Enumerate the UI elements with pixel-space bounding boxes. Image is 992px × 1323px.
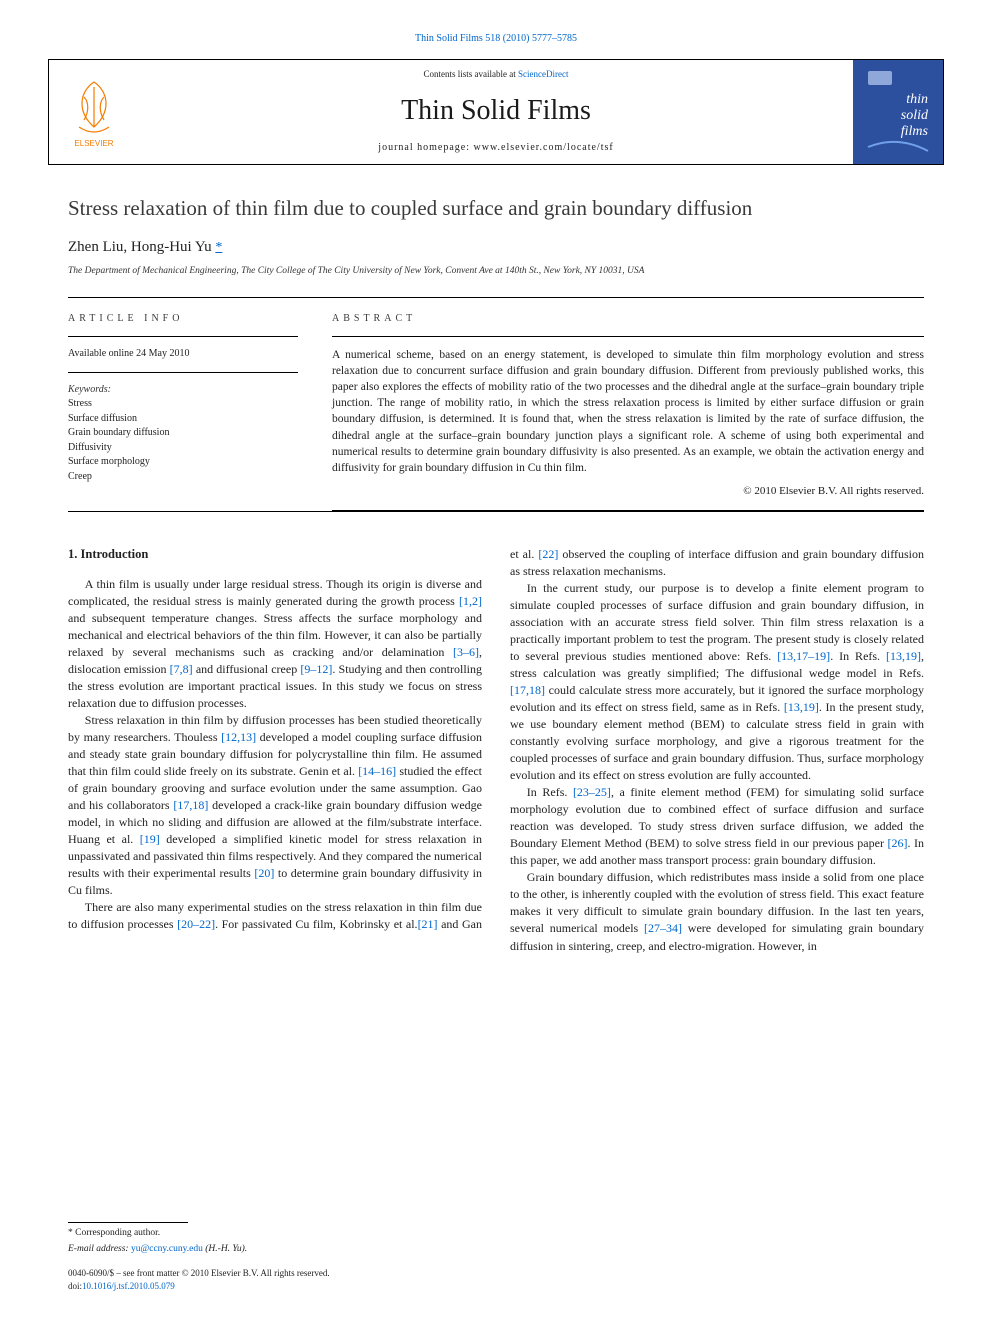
keyword: Surface diffusion bbox=[68, 412, 298, 427]
journal-cover-thumbnail: thin solid films bbox=[862, 65, 934, 159]
citation-link[interactable]: [7,8] bbox=[170, 662, 193, 676]
sciencedirect-link[interactable]: ScienceDirect bbox=[518, 69, 568, 79]
svg-text:films: films bbox=[901, 124, 929, 139]
meta-bottom-full-rule bbox=[68, 511, 924, 512]
elsevier-logo: ELSEVIER bbox=[59, 72, 129, 152]
citation-link[interactable]: [20–22] bbox=[177, 917, 215, 931]
abstract-copyright: © 2010 Elsevier B.V. All rights reserved… bbox=[332, 484, 924, 500]
author-email-line: E-mail address: yu@ccny.cuny.edu (H.-H. … bbox=[68, 1243, 924, 1257]
article-front: Stress relaxation of thin film due to co… bbox=[68, 193, 924, 512]
citation-link[interactable]: [1,2] bbox=[459, 594, 482, 608]
corresponding-author-note: * Corresponding author. bbox=[68, 1227, 924, 1241]
keyword: Creep bbox=[68, 470, 298, 485]
keyword: Diffusivity bbox=[68, 441, 298, 456]
journal-masthead: ELSEVIER Contents lists available at Sci… bbox=[48, 59, 944, 165]
journal-citation-header: Thin Solid Films 518 (2010) 5777–5785 bbox=[0, 0, 992, 47]
body-paragraph: A thin film is usually under large resid… bbox=[68, 576, 482, 712]
front-matter-line: 0040-6090/$ – see front matter © 2010 El… bbox=[68, 1267, 924, 1280]
keyword: Stress bbox=[68, 397, 298, 412]
citation-link[interactable]: [22] bbox=[538, 547, 558, 561]
body-paragraph: In the current study, our purpose is to … bbox=[510, 580, 924, 784]
citation-link[interactable]: [17,18] bbox=[173, 798, 208, 812]
journal-cover-cell: thin solid films bbox=[853, 60, 943, 164]
corresponding-author-marker[interactable]: * bbox=[215, 240, 222, 255]
keyword: Surface morphology bbox=[68, 455, 298, 470]
citation-link[interactable]: [9–12] bbox=[300, 662, 332, 676]
citation-link[interactable]: [23–25] bbox=[573, 785, 611, 799]
citation-link[interactable]: [27–34] bbox=[644, 921, 682, 935]
page-footer: * Corresponding author. E-mail address: … bbox=[68, 1222, 924, 1293]
body-paragraph: In Refs. [23–25], a finite element metho… bbox=[510, 784, 924, 869]
citation-link[interactable]: [13,19] bbox=[784, 700, 819, 714]
article-history: Available online 24 May 2010 bbox=[68, 347, 298, 373]
footnote-rule bbox=[68, 1222, 188, 1223]
journal-citation-link[interactable]: Thin Solid Films 518 (2010) 5777–5785 bbox=[415, 33, 577, 44]
author-email-link[interactable]: yu@ccny.cuny.edu bbox=[131, 1244, 203, 1254]
svg-text:solid: solid bbox=[901, 108, 929, 123]
author-affiliation: The Department of Mechanical Engineering… bbox=[68, 265, 924, 279]
section-1-heading: 1. Introduction bbox=[68, 546, 482, 564]
keyword: Grain boundary diffusion bbox=[68, 426, 298, 441]
citation-link[interactable]: [3–6] bbox=[453, 645, 479, 659]
abstract-text: A numerical scheme, based on an energy s… bbox=[332, 347, 924, 476]
journal-name: Thin Solid Films bbox=[143, 91, 849, 132]
citation-link[interactable]: [17,18] bbox=[510, 683, 545, 697]
citation-link[interactable]: [26] bbox=[887, 836, 907, 850]
keywords-list: Stress Surface diffusion Grain boundary … bbox=[68, 397, 298, 484]
masthead-center: Contents lists available at ScienceDirec… bbox=[139, 60, 853, 164]
citation-link[interactable]: [19] bbox=[140, 832, 160, 846]
journal-homepage: journal homepage: www.elsevier.com/locat… bbox=[143, 141, 849, 156]
article-info-heading: ARTICLE INFO bbox=[68, 312, 298, 338]
citation-link[interactable]: [13,17–19] bbox=[777, 649, 830, 663]
body-paragraph: Stress relaxation in thin film by diffus… bbox=[68, 712, 482, 899]
author-list: Zhen Liu, Hong-Hui Yu * bbox=[68, 237, 924, 259]
abstract-bottom-rule bbox=[332, 510, 924, 511]
doi-line: doi:10.1016/j.tsf.2010.05.079 bbox=[68, 1280, 924, 1293]
doi-link[interactable]: 10.1016/j.tsf.2010.05.079 bbox=[82, 1281, 175, 1291]
article-body: 1. Introduction A thin film is usually u… bbox=[68, 546, 924, 955]
citation-link[interactable]: [13,19] bbox=[886, 649, 921, 663]
citation-link[interactable]: [21] bbox=[418, 917, 438, 931]
article-title: Stress relaxation of thin film due to co… bbox=[68, 193, 924, 223]
abstract-column: ABSTRACT A numerical scheme, based on an… bbox=[332, 298, 924, 511]
contents-prefix: Contents lists available at bbox=[424, 69, 518, 79]
body-paragraph: Grain boundary diffusion, which redistri… bbox=[510, 869, 924, 954]
publisher-logo-cell: ELSEVIER bbox=[49, 60, 139, 164]
keywords-label: Keywords: bbox=[68, 383, 298, 398]
citation-link[interactable]: [20] bbox=[254, 866, 274, 880]
article-info-column: ARTICLE INFO Available online 24 May 201… bbox=[68, 298, 298, 511]
abstract-heading: ABSTRACT bbox=[332, 312, 924, 338]
svg-text:thin: thin bbox=[906, 92, 928, 107]
citation-link[interactable]: [12,13] bbox=[221, 730, 256, 744]
publisher-name: ELSEVIER bbox=[74, 139, 113, 148]
citation-link[interactable]: [14–16] bbox=[358, 764, 396, 778]
